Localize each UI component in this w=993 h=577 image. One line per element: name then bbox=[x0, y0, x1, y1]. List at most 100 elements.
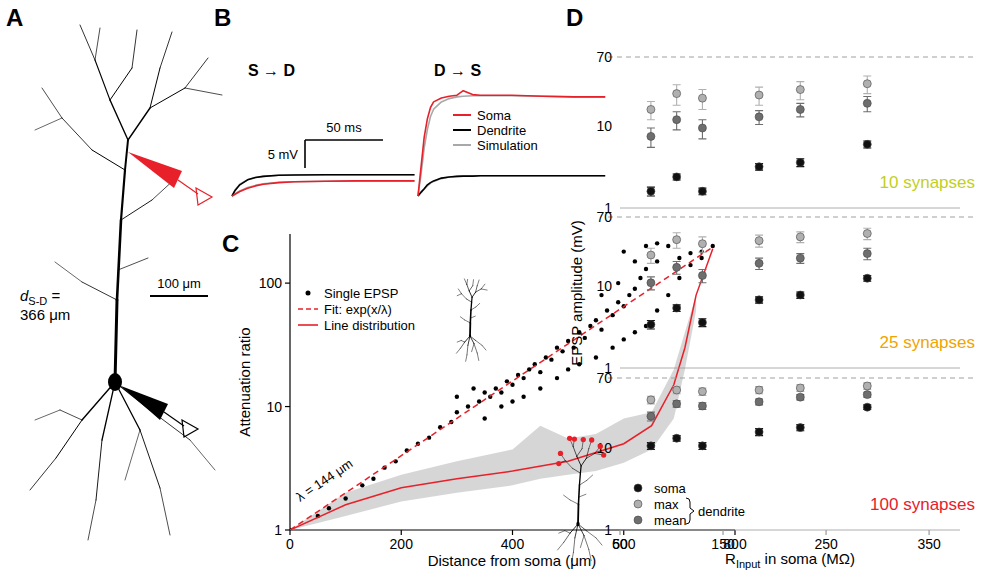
error-bar bbox=[698, 188, 706, 195]
dendrite-branch bbox=[477, 280, 479, 286]
error-bar bbox=[755, 87, 763, 105]
x-tick-label: 200 bbox=[390, 536, 414, 552]
point bbox=[622, 337, 626, 341]
point bbox=[647, 105, 655, 113]
error-bar bbox=[755, 297, 763, 303]
label-part: = bbox=[47, 287, 60, 304]
dendrite-branch bbox=[35, 410, 60, 420]
error-bar bbox=[755, 387, 763, 394]
reference-line bbox=[608, 57, 975, 58]
dendrite-branch bbox=[581, 458, 586, 466]
x-tick bbox=[825, 530, 826, 535]
point bbox=[647, 412, 655, 420]
point bbox=[538, 386, 542, 390]
y-axis-title: EPSP amplitude (mV) bbox=[568, 220, 585, 366]
panel-title: 10 synapses bbox=[880, 173, 975, 192]
scale-bar-label: 5 mV bbox=[268, 147, 299, 162]
synapse-site bbox=[572, 436, 577, 441]
error-bar bbox=[796, 103, 804, 116]
panel-title: 100 synapses bbox=[870, 495, 975, 514]
dendrite-branch bbox=[456, 348, 460, 353]
error-bar bbox=[863, 248, 871, 259]
distance-label: 366 μm bbox=[20, 306, 70, 323]
synapse-site bbox=[598, 444, 603, 449]
dendrite-branch bbox=[471, 307, 476, 310]
point bbox=[647, 396, 655, 404]
point bbox=[688, 263, 692, 267]
synapse-site bbox=[558, 451, 563, 456]
reference-line bbox=[608, 378, 975, 379]
legend-brace bbox=[686, 498, 694, 524]
scale-bar bbox=[305, 139, 383, 141]
point bbox=[863, 230, 871, 238]
dendrite-branch bbox=[580, 536, 584, 548]
point bbox=[673, 90, 681, 98]
point bbox=[644, 244, 648, 248]
x-tick bbox=[623, 530, 624, 535]
dendrite-branch bbox=[472, 344, 474, 352]
x-tick bbox=[512, 530, 513, 535]
point bbox=[466, 404, 470, 408]
point bbox=[673, 116, 681, 124]
dendrite-branch bbox=[466, 345, 468, 355]
y-tick-label: 70 bbox=[596, 370, 612, 386]
error-bar bbox=[698, 403, 706, 410]
error-bar bbox=[698, 443, 706, 450]
dendrite-branch bbox=[472, 292, 476, 297]
point bbox=[796, 158, 804, 166]
legend-group-label: dendrite bbox=[698, 504, 745, 519]
dendrite-branch bbox=[578, 485, 581, 504]
trace bbox=[232, 181, 415, 196]
dendrite-branch bbox=[575, 524, 578, 538]
point bbox=[371, 477, 375, 481]
panel-letter: A bbox=[6, 4, 23, 31]
point bbox=[647, 187, 655, 195]
trace bbox=[232, 181, 415, 196]
dendrite-branch bbox=[577, 449, 582, 457]
soma-pipette bbox=[121, 386, 168, 420]
dendrite-branch bbox=[60, 410, 82, 420]
dendrite-branch bbox=[579, 473, 581, 485]
legend-swatch bbox=[453, 144, 471, 146]
point bbox=[633, 330, 637, 334]
point bbox=[863, 250, 871, 258]
error-bar bbox=[647, 443, 655, 450]
chart-panel: 1107025 synapsesEPSP amplitude (mV) bbox=[568, 209, 975, 376]
y-tick bbox=[285, 406, 290, 407]
dendrite-branch bbox=[95, 60, 110, 100]
error-bar bbox=[647, 248, 655, 263]
point bbox=[477, 399, 481, 403]
error-bar bbox=[796, 159, 804, 167]
marks bbox=[647, 228, 871, 329]
dendrite-branch bbox=[476, 289, 482, 292]
dendrite-branch bbox=[466, 279, 468, 284]
dendrite-branch bbox=[565, 461, 572, 469]
legend-label: soma bbox=[654, 481, 687, 496]
synapse-site bbox=[581, 437, 586, 442]
synapse-site bbox=[567, 436, 572, 441]
dendrite-branch bbox=[150, 88, 185, 108]
dendrite-branch bbox=[573, 447, 577, 457]
point bbox=[616, 281, 620, 285]
x-tick bbox=[401, 530, 402, 535]
dendrite-branch bbox=[96, 440, 102, 500]
point bbox=[360, 483, 364, 487]
error-bar bbox=[698, 319, 706, 327]
band bbox=[290, 295, 696, 530]
point bbox=[633, 259, 637, 263]
x-tick bbox=[734, 530, 735, 535]
soma bbox=[576, 522, 579, 526]
point bbox=[638, 276, 642, 280]
error-bar bbox=[673, 112, 681, 130]
dendrite-branch bbox=[572, 552, 574, 562]
x-axis bbox=[620, 368, 960, 369]
dendrite-branch bbox=[564, 495, 570, 500]
x-axis bbox=[620, 530, 960, 531]
point bbox=[647, 132, 655, 140]
point bbox=[698, 240, 706, 248]
point bbox=[677, 276, 681, 280]
dendrite-branch bbox=[573, 538, 574, 552]
point bbox=[796, 105, 804, 113]
x-tick-label: 50 bbox=[612, 536, 628, 552]
dendrite-branch bbox=[185, 88, 222, 95]
